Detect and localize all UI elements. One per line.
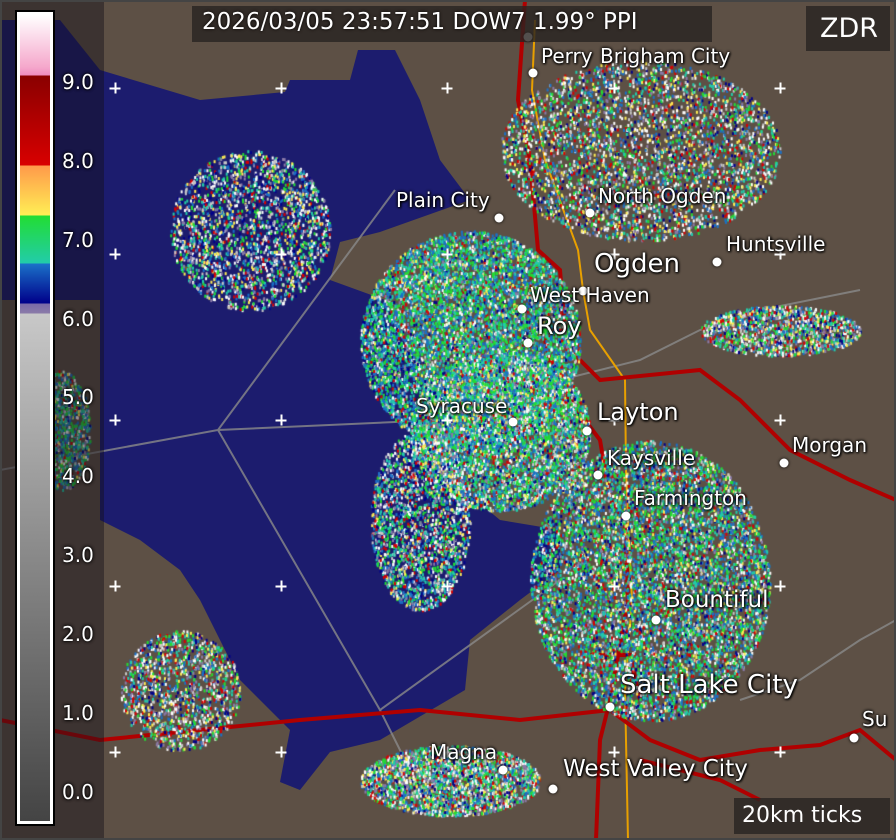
city-label: Roy xyxy=(537,312,582,340)
city-marker xyxy=(849,733,859,743)
range-tick-plus-icon xyxy=(441,580,453,592)
city-label: Plain City xyxy=(396,188,490,212)
city-label: Brigham City xyxy=(600,44,731,68)
range-tick-plus-icon xyxy=(608,580,620,592)
range-tick-plus-icon xyxy=(109,580,121,592)
range-tick-plus-icon xyxy=(608,82,620,94)
city-label: Layton xyxy=(597,398,679,426)
colorbar-tick: 5.0 xyxy=(62,385,94,409)
city-label: Bountiful xyxy=(665,587,769,613)
scale-label: 20km ticks xyxy=(742,803,863,828)
range-tick-plus-icon xyxy=(441,746,453,758)
city-marker xyxy=(528,68,538,78)
city-label: Salt Lake City xyxy=(620,670,798,700)
city-label: Syracuse xyxy=(416,394,508,418)
colorbar-tick: 1.0 xyxy=(62,701,94,725)
city-label: Morgan xyxy=(792,433,867,457)
range-tick-plus-icon xyxy=(275,746,287,758)
colorbar-tick: 7.0 xyxy=(62,228,94,252)
range-tick-plus-icon xyxy=(608,248,620,260)
city-marker xyxy=(578,286,588,296)
range-tick-plus-icon xyxy=(774,82,786,94)
range-tick-plus-icon xyxy=(441,82,453,94)
city-label: Kaysville xyxy=(607,446,696,470)
city-marker xyxy=(582,426,592,436)
range-tick-plus-icon xyxy=(275,580,287,592)
range-tick-plus-icon xyxy=(608,414,620,426)
range-tick-plus-icon xyxy=(109,82,121,94)
range-tick-plus-icon xyxy=(774,580,786,592)
product-badge: ZDR xyxy=(806,6,890,51)
colorbar-tick: 4.0 xyxy=(62,464,94,488)
city-label: North Ogden xyxy=(598,184,727,208)
city-marker xyxy=(621,511,631,521)
range-tick-plus-icon xyxy=(774,414,786,426)
city-label: West Haven xyxy=(530,283,650,307)
city-marker xyxy=(498,765,508,775)
range-tick-plus-icon xyxy=(774,746,786,758)
city-marker xyxy=(651,615,661,625)
range-tick-plus-icon xyxy=(109,414,121,426)
colorbar-tick: 3.0 xyxy=(62,543,94,567)
city-marker xyxy=(494,213,504,223)
city-marker xyxy=(585,208,595,218)
city-marker xyxy=(548,784,558,794)
colorbar xyxy=(15,10,55,826)
city-marker xyxy=(593,470,603,480)
colorbar-tick: 2.0 xyxy=(62,622,94,646)
range-tick-plus-icon xyxy=(109,746,121,758)
title-bar: 2026/03/05 23:57:51 DOW7 1.99° PPI xyxy=(192,6,712,42)
scale-note: 20km ticks xyxy=(734,798,890,834)
city-label: West Valley City xyxy=(563,756,748,782)
range-tick-plus-icon xyxy=(109,248,121,260)
colorbar-tick: 0.0 xyxy=(62,780,94,804)
range-tick-plus-icon xyxy=(275,414,287,426)
city-marker xyxy=(605,702,615,712)
city-marker xyxy=(712,257,722,267)
city-label: Farmington xyxy=(634,486,747,510)
city-marker xyxy=(517,304,527,314)
range-tick-plus-icon xyxy=(608,746,620,758)
range-tick-plus-icon xyxy=(275,82,287,94)
range-tick-plus-icon xyxy=(774,248,786,260)
colorbar-tick: 8.0 xyxy=(62,149,94,173)
city-label: Su xyxy=(862,707,888,731)
range-tick-plus-icon xyxy=(275,248,287,260)
city-label: Perry xyxy=(541,44,593,68)
city-marker xyxy=(523,338,533,348)
city-marker xyxy=(779,458,789,468)
colorbar-tick: 9.0 xyxy=(62,70,94,94)
scan-title: 2026/03/05 23:57:51 DOW7 1.99° PPI xyxy=(202,9,638,35)
city-label: Ogden xyxy=(594,249,680,279)
colorbar-tick: 6.0 xyxy=(62,307,94,331)
city-marker xyxy=(508,417,518,427)
product-name: ZDR xyxy=(820,13,879,44)
city-label: Magna xyxy=(430,740,498,764)
range-tick-plus-icon xyxy=(441,414,453,426)
range-tick-plus-icon xyxy=(441,248,453,260)
city-label: Huntsville xyxy=(726,232,826,256)
